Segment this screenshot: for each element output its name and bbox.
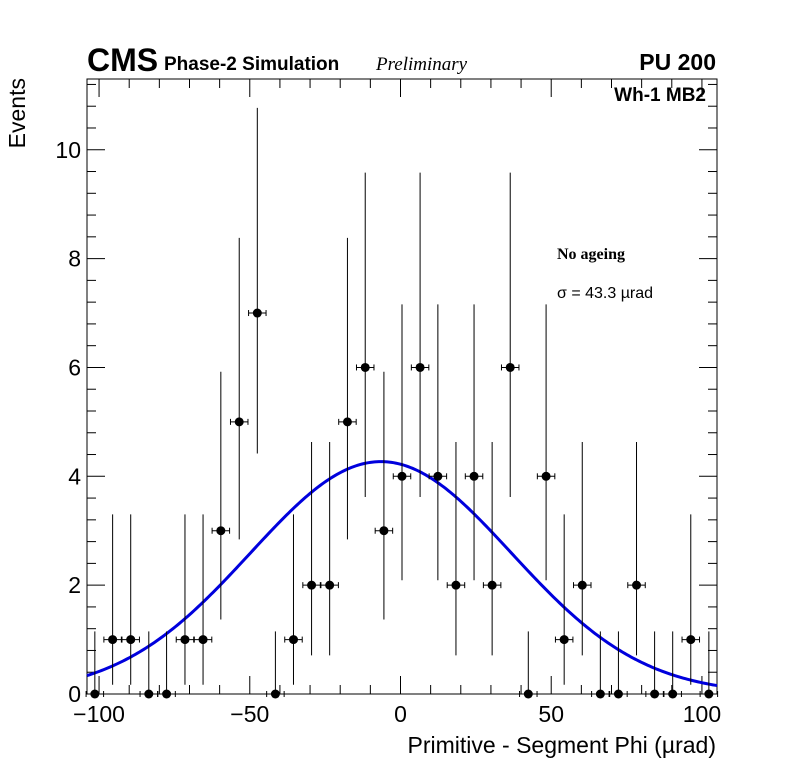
- region-label: Wh-1 MB2: [614, 85, 706, 106]
- x-tick-labels: −100 −50 0 50 100: [73, 701, 721, 727]
- data-point: [392, 304, 412, 581]
- marker: [613, 689, 623, 699]
- marker: [234, 417, 244, 427]
- data-point: [320, 442, 339, 656]
- data-point: [266, 631, 285, 699]
- x-tick-label: −50: [230, 701, 269, 727]
- marker: [415, 362, 425, 372]
- marker: [541, 471, 551, 481]
- data-point: [85, 631, 105, 699]
- data-point: [374, 371, 394, 620]
- data-point: [338, 237, 357, 540]
- data-point: [193, 514, 213, 685]
- y-tick-label: 10: [55, 137, 81, 163]
- marker: [108, 635, 118, 645]
- x-axis-title: Primitive - Segment Phi (µrad): [407, 732, 716, 758]
- y-axis-title: Events: [4, 78, 30, 148]
- y-tick-label: 8: [68, 246, 81, 272]
- marker: [451, 580, 461, 590]
- y-tick-labels: 0 2 4 6 8 10: [55, 137, 81, 707]
- marker: [487, 580, 497, 590]
- x-major-ticks: [98, 79, 703, 694]
- data-point: [446, 442, 466, 656]
- marker: [668, 689, 678, 699]
- y-tick-label: 2: [68, 572, 81, 598]
- data-point: [645, 631, 664, 699]
- data-point: [573, 442, 592, 656]
- data-point: [302, 442, 321, 656]
- data-point: [410, 172, 430, 497]
- marker: [595, 689, 605, 699]
- marker: [270, 689, 280, 699]
- marker: [307, 580, 317, 590]
- y-tick-label: 6: [68, 354, 81, 380]
- x-tick-label: 100: [683, 701, 721, 727]
- x-tick-label: −100: [73, 701, 125, 727]
- data-point: [464, 304, 484, 581]
- preliminary-label: Preliminary: [375, 54, 468, 75]
- marker: [379, 526, 389, 536]
- data-point: [355, 172, 375, 497]
- experiment-label: CMS: [87, 42, 158, 78]
- marker: [433, 471, 443, 481]
- y-tick-label: 0: [68, 681, 81, 707]
- simulation-label: Phase-2 Simulation: [164, 54, 339, 75]
- sigma-label: σ = 43.3 µrad: [557, 285, 653, 302]
- data-point: [663, 631, 682, 699]
- marker: [216, 526, 226, 536]
- marker: [469, 471, 479, 481]
- data-point: [428, 304, 448, 581]
- x-tick-label: 50: [538, 701, 564, 727]
- data-point: [284, 514, 303, 685]
- marker: [180, 635, 190, 645]
- data-point: [229, 237, 249, 540]
- data-point: [157, 631, 176, 699]
- data-point: [482, 442, 502, 656]
- x-tick-label: 0: [394, 701, 407, 727]
- marker: [90, 689, 100, 699]
- data-point: [627, 442, 646, 656]
- data-point: [699, 631, 719, 699]
- data-point: [139, 631, 159, 699]
- marker: [360, 362, 370, 372]
- marker: [577, 580, 587, 590]
- x-minor-ticks: [128, 79, 673, 694]
- data-point: [681, 514, 701, 685]
- marker: [632, 580, 642, 590]
- marker: [686, 635, 696, 645]
- data-points: [85, 107, 719, 699]
- data-point: [554, 514, 574, 685]
- pileup-label: PU 200: [639, 49, 716, 75]
- marker: [559, 635, 569, 645]
- marker: [650, 689, 660, 699]
- data-point: [175, 514, 195, 685]
- y-minor-ticks: [87, 83, 717, 673]
- data-point: [211, 371, 231, 620]
- plot-frame: [86, 78, 718, 695]
- marker: [523, 689, 533, 699]
- data-point: [121, 514, 140, 685]
- data-point: [591, 631, 610, 699]
- marker: [252, 308, 262, 318]
- data-point: [248, 107, 267, 454]
- data-point: [500, 172, 520, 497]
- marker: [126, 635, 136, 645]
- marker: [505, 362, 515, 372]
- marker: [342, 417, 352, 427]
- marker: [198, 635, 208, 645]
- data-point: [536, 304, 556, 581]
- y-major-ticks: [87, 149, 717, 695]
- y-tick-label: 4: [68, 463, 81, 489]
- data-point: [609, 631, 628, 699]
- marker: [288, 635, 298, 645]
- marker: [325, 580, 335, 590]
- marker: [704, 689, 714, 699]
- data-point: [519, 631, 538, 699]
- ageing-condition-label: No ageing: [557, 246, 625, 263]
- marker: [144, 689, 154, 699]
- marker: [397, 471, 407, 481]
- data-point: [103, 514, 122, 685]
- marker: [162, 689, 172, 699]
